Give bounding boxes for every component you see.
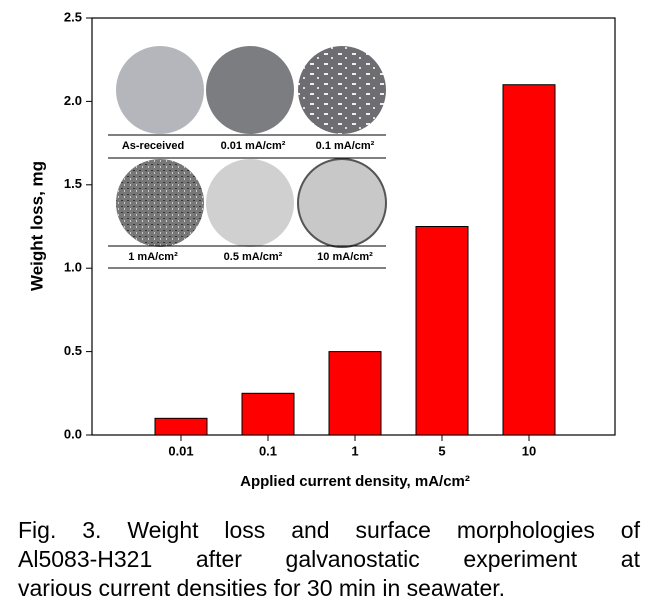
inset-label: 0.1 mA/cm² bbox=[316, 140, 375, 152]
bar bbox=[241, 392, 295, 436]
sample-photo bbox=[116, 46, 204, 134]
y-tick-label: 1.0 bbox=[64, 260, 82, 275]
inset-label: As-received bbox=[122, 140, 184, 152]
caption-line: Al5083-H321 after galvanostatic experime… bbox=[18, 546, 640, 572]
sample-photo bbox=[298, 46, 386, 134]
y-tick-label: 1.5 bbox=[64, 176, 82, 191]
y-tick-label: 2.0 bbox=[64, 93, 82, 108]
sample-photo bbox=[206, 159, 294, 247]
x-tick-label: 10 bbox=[522, 443, 536, 458]
y-tick-label: 0.0 bbox=[64, 426, 82, 441]
caption-line: Fig. 3. Weight loss and surface morpholo… bbox=[18, 517, 640, 543]
caption-line: various current densities for 30 min in … bbox=[18, 575, 506, 601]
sample-photo bbox=[206, 46, 294, 134]
bar bbox=[328, 351, 382, 436]
sample-photo bbox=[297, 158, 387, 248]
inset-label: 0.5 mA/cm² bbox=[224, 251, 283, 263]
caption: Fig. 3. Weight loss and surface morpholo… bbox=[18, 516, 640, 603]
y-tick-label: 0.5 bbox=[64, 343, 82, 358]
bar bbox=[154, 417, 208, 436]
inset: As-received 0.01 mA/cm² 0.1 mA/cm² 1 mA/… bbox=[108, 46, 387, 269]
x-axis-label: Applied current density, mA/cm² bbox=[240, 473, 470, 490]
bar bbox=[415, 226, 469, 436]
bar bbox=[502, 84, 556, 436]
y-tick-label: 2.5 bbox=[64, 9, 82, 24]
chart: As-received 0.01 mA/cm² 0.1 mA/cm² 1 mA/… bbox=[27, 9, 616, 490]
x-tick-label: 0.01 bbox=[168, 443, 193, 458]
inset-label: 1 mA/cm² bbox=[128, 251, 178, 263]
inset-label: 0.01 mA/cm² bbox=[221, 140, 286, 152]
sample-photo bbox=[116, 159, 204, 247]
y-axis-label: Weight loss, mg bbox=[27, 161, 46, 291]
x-tick-label: 0.1 bbox=[259, 443, 277, 458]
x-tick-label: 5 bbox=[438, 443, 445, 458]
inset-label: 10 mA/cm² bbox=[317, 251, 373, 263]
x-tick-label: 1 bbox=[351, 443, 358, 458]
